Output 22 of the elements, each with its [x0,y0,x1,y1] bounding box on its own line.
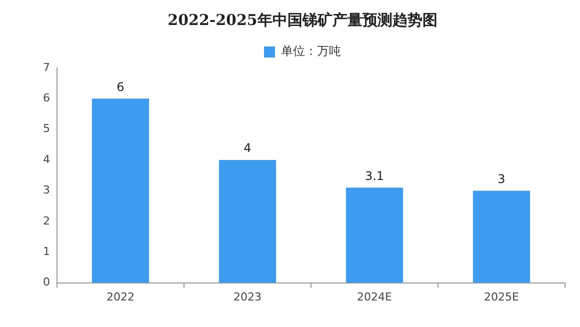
y-tick-label: 1 [43,244,50,258]
y-tick-label: 4 [43,152,50,166]
chart-title: 2022-2025年中国锑矿产量预测趋势图 [168,10,438,29]
x-tick-label: 2022 [106,290,134,304]
bar [346,188,404,283]
x-tick-label: 2023 [234,290,262,304]
y-tick-label: 0 [43,276,50,289]
y-tick-label: 2 [43,214,50,228]
data-label: 3 [498,172,506,186]
y-tick-label: 6 [43,92,50,105]
y-tick-label: 5 [43,122,50,136]
x-tick-label: 2024E [357,290,392,304]
data-label: 3.1 [364,168,384,183]
data-label: 4 [244,141,252,156]
bar [218,160,276,283]
y-tick-label: 3 [43,184,50,197]
bar [92,98,150,283]
legend-label: 单位：万吨 [281,44,341,58]
x-tick-label: 2025E [484,290,520,304]
y-tick-label: 7 [43,60,50,74]
data-label: 6 [116,80,124,94]
bar [472,190,530,283]
